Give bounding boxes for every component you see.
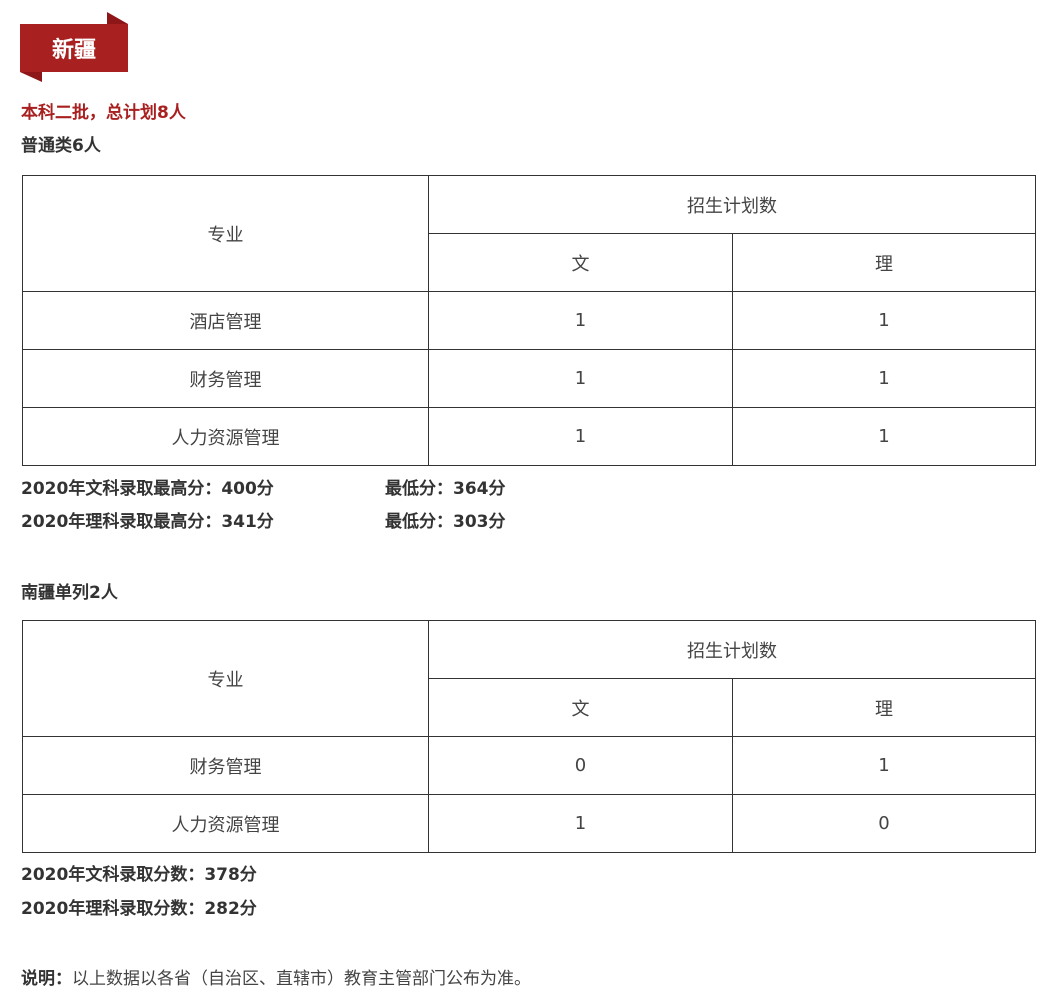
science-max-score: 2020年理科录取最高分：341分 bbox=[21, 512, 274, 532]
note-text: 以上数据以各省（自治区、直辖市）教育主管部门公布为准。 bbox=[72, 969, 531, 989]
arts-min-score: 最低分：364分 bbox=[385, 479, 506, 499]
header-science: 理 bbox=[732, 678, 1036, 737]
section2-title: 南疆单列2人 bbox=[21, 583, 118, 603]
section1-title: 普通类6人 bbox=[21, 136, 101, 156]
science-score: 2020年理科录取分数：282分 bbox=[21, 899, 257, 919]
region-badge: 新疆 bbox=[20, 24, 128, 72]
header-major: 专业 bbox=[22, 620, 429, 737]
header-major: 专业 bbox=[22, 175, 429, 292]
science-min-score: 最低分：303分 bbox=[385, 512, 506, 532]
table-row: 酒店管理 1 1 bbox=[22, 291, 1036, 350]
batch-title: 本科二批，总计划8人 bbox=[21, 103, 186, 123]
plan-table-2: 专业 招生计划数 文理 财务管理 0 1 人力资源管理 1 0 bbox=[22, 620, 1036, 853]
header-science: 理 bbox=[732, 233, 1036, 292]
header-arts: 文 bbox=[428, 678, 733, 737]
arts-score: 2020年文科录取分数：378分 bbox=[21, 865, 257, 885]
arts-max-score: 2020年文科录取最高分：400分 bbox=[21, 479, 274, 499]
table-row: 财务管理 0 1 bbox=[22, 736, 1036, 795]
table-row: 人力资源管理 1 0 bbox=[22, 794, 1036, 853]
header-plan: 招生计划数 bbox=[428, 175, 1036, 234]
badge-fold-top bbox=[107, 12, 128, 24]
badge-fold-bottom bbox=[20, 72, 42, 82]
plan-table-1: 专业 招生计划数 文理 酒店管理 1 1 财务管理 1 1 人力资源管理 1 1 bbox=[22, 175, 1036, 466]
note-label: 说明： bbox=[21, 969, 72, 989]
table-row: 财务管理 1 1 bbox=[22, 349, 1036, 408]
header-plan: 招生计划数 bbox=[428, 620, 1036, 679]
note: 说明：以上数据以各省（自治区、直辖市）教育主管部门公布为准。 bbox=[21, 964, 531, 989]
table-row: 人力资源管理 1 1 bbox=[22, 407, 1036, 466]
header-arts: 文 bbox=[428, 233, 733, 292]
